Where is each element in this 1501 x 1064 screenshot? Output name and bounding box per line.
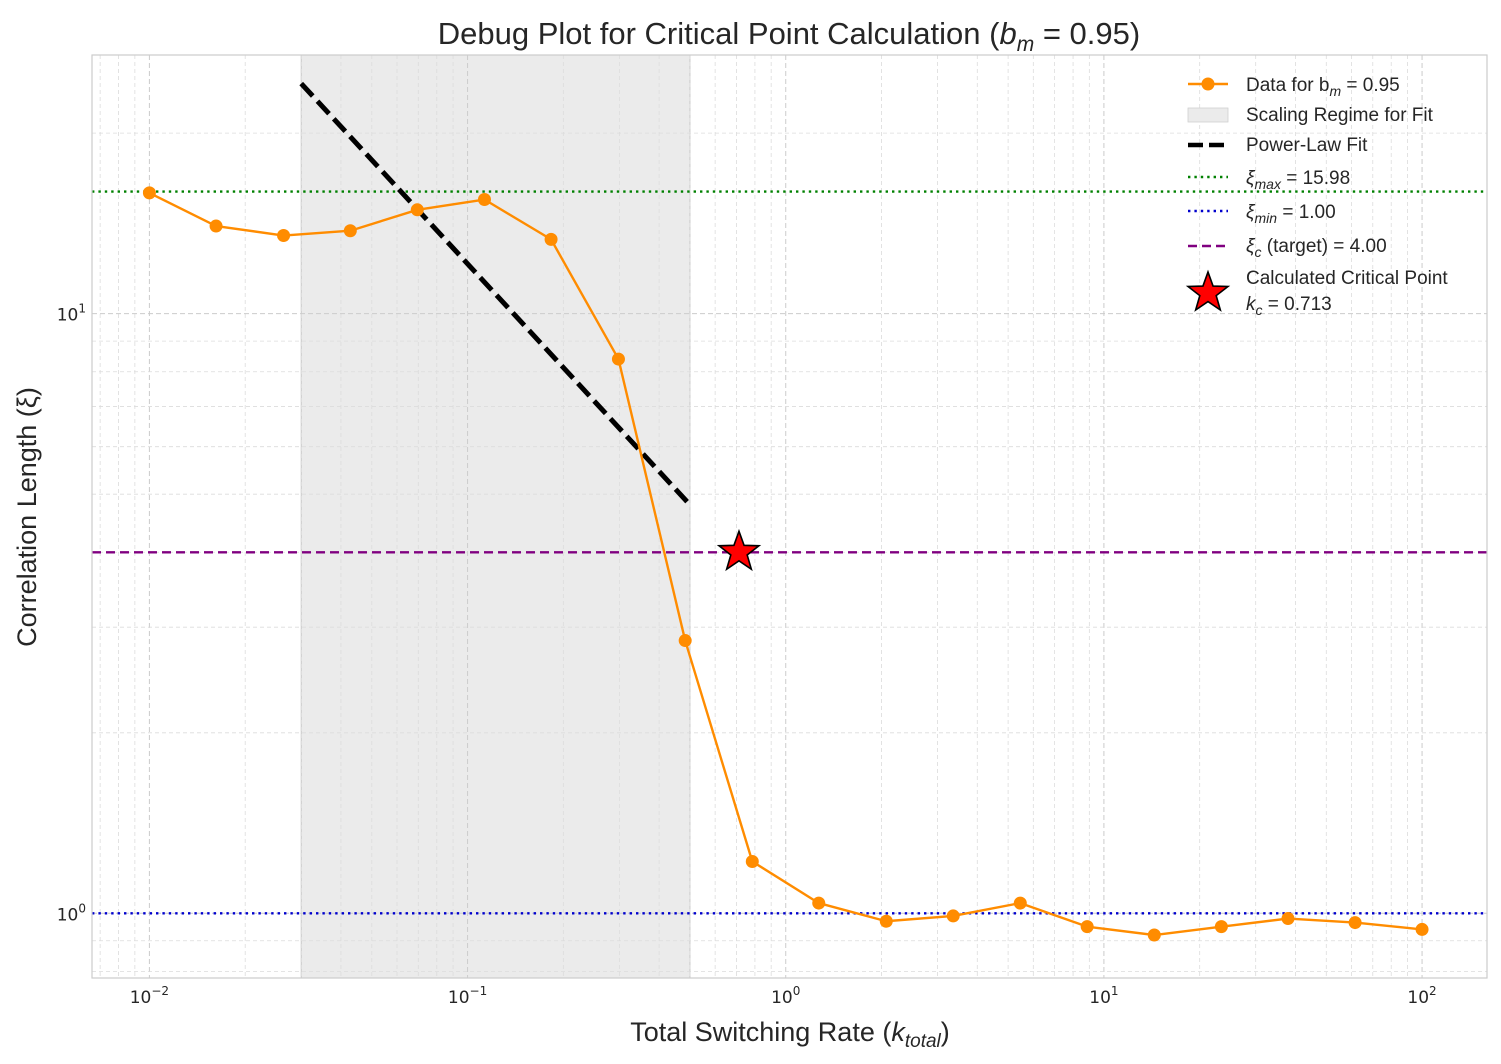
- data-point: [1415, 922, 1429, 936]
- data-point: [477, 193, 491, 207]
- legend-critical-line2: kc = 0.713: [1246, 294, 1332, 318]
- y-tick-base: 10: [57, 905, 79, 925]
- x-tick-base: 10: [771, 988, 793, 1008]
- data-point: [142, 186, 156, 200]
- x-tick-base: 10: [1407, 988, 1429, 1008]
- legend-entry-xi-min: ξmin = 1.00: [1188, 202, 1336, 226]
- data-point: [544, 232, 558, 246]
- legend-star-marker: [1185, 269, 1231, 312]
- data-point: [879, 914, 893, 928]
- data-series-line: [148, 191, 1423, 937]
- data-point: [1281, 912, 1295, 926]
- x-tick-label: 101: [1089, 984, 1118, 1008]
- data-point: [946, 909, 960, 923]
- critical-point-layer: [716, 528, 762, 572]
- data-point: [1214, 920, 1228, 934]
- chart-title: Debug Plot for Critical Point Calculatio…: [438, 16, 1140, 56]
- legend-xi-c-label: ξc (target) = 4.00: [1246, 236, 1387, 260]
- legend-data-label: Data for bm = 0.95: [1246, 75, 1400, 99]
- legend-xi-min-label: ξmin = 1.00: [1246, 202, 1336, 226]
- data-point: [1013, 896, 1027, 910]
- data-point: [745, 855, 759, 869]
- y-tick-label: 101: [57, 302, 86, 326]
- x-tick-label: 102: [1407, 984, 1436, 1008]
- series-layer: [142, 186, 1429, 942]
- data-point: [410, 203, 424, 217]
- legend-entry-regime: Scaling Regime for Fit: [1187, 105, 1434, 126]
- legend-regime-label: Scaling Regime for Fit: [1246, 105, 1434, 126]
- data-point: [678, 634, 692, 648]
- scaling-regime-band: [301, 55, 690, 978]
- data-point: [343, 224, 357, 238]
- legend-xi-max-label: ξmax = 15.98: [1246, 168, 1350, 192]
- x-tick-label: 10−2: [130, 984, 169, 1008]
- reference-lines: [92, 190, 1487, 915]
- scaling-regime-layer: [300, 55, 691, 978]
- legend-entry-xi-max: ξmax = 15.98: [1188, 168, 1350, 192]
- legend-entry-critical-point: Calculated Critical Point kc = 0.713: [1185, 268, 1448, 318]
- x-tick-base: 10: [1089, 988, 1111, 1008]
- plot-frame: [91, 54, 1488, 979]
- x-tick-exponent: 1: [1111, 984, 1119, 998]
- x-axis-title: Total Switching Rate (ktotal): [630, 1017, 950, 1052]
- legend: Data for bm = 0.95 Scaling Regime for Fi…: [1185, 75, 1448, 318]
- legend-entry-data: Data for bm = 0.95: [1188, 75, 1400, 99]
- legend-regime-swatch: [1187, 107, 1229, 123]
- data-point: [1348, 916, 1362, 930]
- y-tick-exponent: 1: [78, 302, 86, 316]
- legend-entry-xi-c: ξc (target) = 4.00: [1188, 236, 1387, 260]
- x-tick-base: 10: [130, 988, 152, 1008]
- y-tick-exponent: 0: [78, 901, 86, 915]
- x-tick-exponent: 2: [1429, 984, 1437, 998]
- data-point: [1080, 920, 1094, 934]
- data-point: [1147, 928, 1161, 942]
- x-tick-label: 10−1: [448, 984, 487, 1008]
- legend-fit-label: Power-Law Fit: [1246, 135, 1368, 156]
- y-tick-label: 100: [57, 901, 86, 925]
- critical-point-star: [716, 528, 762, 572]
- y-axis-title: Correlation Length (ξ): [12, 387, 42, 647]
- x-tick-label: 100: [771, 984, 800, 1008]
- x-tick-exponent: −2: [151, 984, 169, 998]
- x-tick-labels: 10−2 10−1 100 101 102: [130, 984, 1437, 1008]
- data-point: [277, 229, 291, 243]
- y-tick-base: 10: [57, 306, 79, 326]
- x-tick-exponent: 0: [793, 984, 801, 998]
- legend-entry-fit: Power-Law Fit: [1188, 135, 1368, 156]
- x-tick-exponent: −1: [470, 984, 488, 998]
- data-point: [611, 352, 625, 366]
- data-point: [812, 896, 826, 910]
- x-tick-base: 10: [448, 988, 470, 1008]
- data-point: [209, 219, 223, 233]
- legend-data-marker: [1201, 77, 1215, 91]
- legend-critical-line1: Calculated Critical Point: [1246, 268, 1448, 289]
